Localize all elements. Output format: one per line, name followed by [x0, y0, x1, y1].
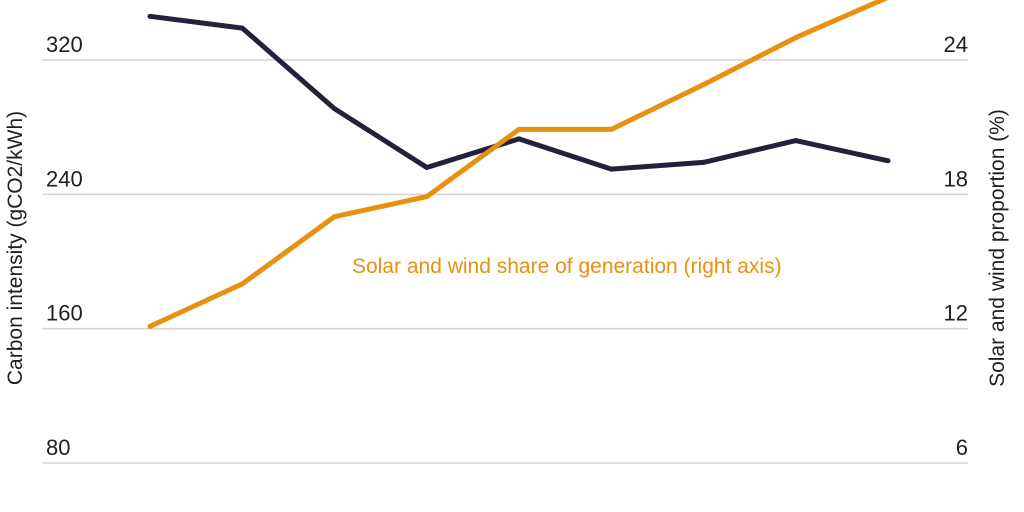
solar-wind-share-point — [239, 281, 245, 287]
right-axis-ticks: 6 12 18 24 — [944, 32, 968, 460]
left-tick-label: 320 — [46, 32, 83, 57]
right-tick-label: 12 — [944, 301, 968, 326]
gridlines — [42, 59, 968, 464]
carbon-intensity-line — [149, 13, 889, 172]
carbon-intensity-point — [147, 13, 153, 19]
solar-wind-share-point — [516, 126, 522, 132]
carbon-intensity-point — [608, 166, 614, 172]
right-tick-label: 24 — [944, 32, 968, 57]
solar-wind-share-point — [424, 194, 430, 200]
series-lines — [147, 0, 891, 329]
carbon-intensity-point — [885, 158, 891, 164]
left-tick-label: 160 — [46, 301, 83, 326]
solar-wind-share-point — [332, 214, 337, 220]
solar-wind-share-point — [147, 323, 153, 329]
solar-wind-share-point — [608, 126, 614, 132]
right-tick-label: 6 — [956, 435, 968, 460]
left-tick-label: 80 — [46, 435, 70, 460]
left-axis-title: Carbon intensity (gCO2/kWh) — [4, 111, 27, 385]
left-tick-label: 240 — [46, 166, 83, 191]
carbon-intensity-point — [793, 138, 799, 144]
left-axis-ticks: 80 160 240 320 — [46, 32, 83, 460]
series-annotation-solar-wind: Solar and wind share of generation (righ… — [352, 255, 782, 278]
carbon-intensity-point — [516, 136, 522, 142]
carbon-intensity-point — [424, 164, 430, 170]
right-tick-label: 18 — [944, 166, 968, 191]
solar-wind-share-point — [793, 35, 799, 41]
solar-wind-share-point — [701, 82, 706, 88]
carbon-intensity-point — [332, 106, 337, 112]
right-axis-title: Solar and wind proportion (%) — [986, 109, 1009, 387]
carbon-intensity-point — [701, 159, 706, 165]
carbon-intensity-point — [239, 25, 245, 31]
